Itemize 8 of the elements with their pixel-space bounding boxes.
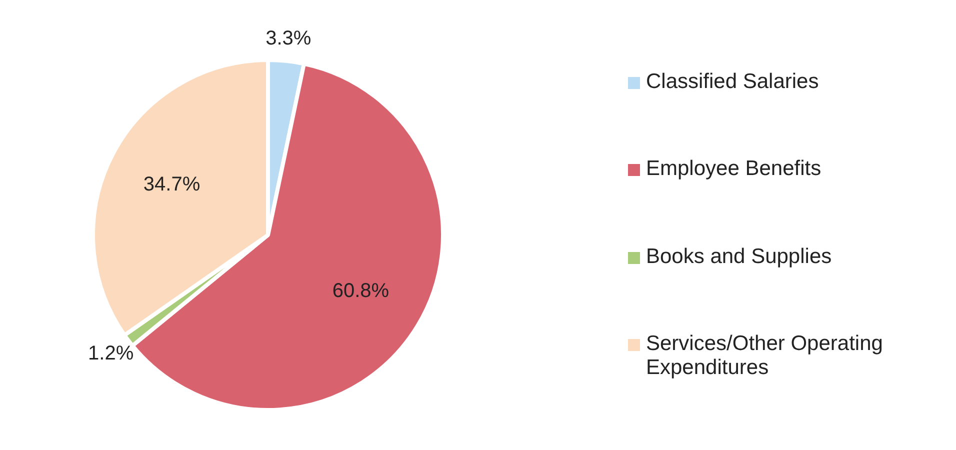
legend-label: Employee Benefits: [646, 157, 822, 182]
legend-label: Services/Other Operating Expenditures: [646, 332, 884, 380]
data-label: 60.8%: [332, 280, 390, 302]
data-label: 1.2%: [88, 342, 134, 364]
legend-label: Classified Salaries: [646, 70, 819, 94]
legend-label: Books and Supplies: [646, 244, 832, 269]
data-label: 34.7%: [143, 173, 200, 196]
data-label: 3.3%: [266, 28, 312, 50]
